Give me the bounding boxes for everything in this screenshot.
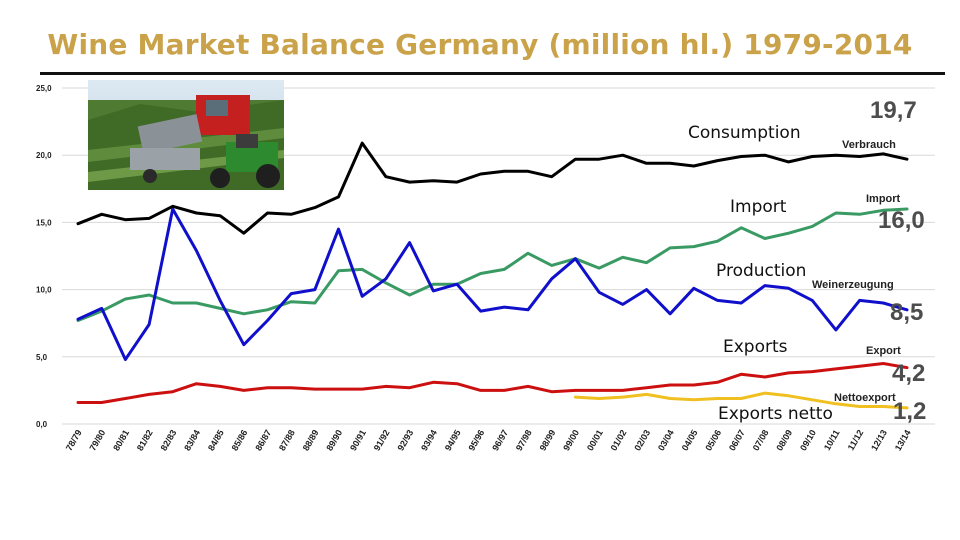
x-tick-label: 87/88 — [277, 428, 297, 453]
x-tick-label: 97/98 — [514, 428, 534, 453]
x-tick-label: 04/05 — [680, 428, 700, 453]
series-line-consumption — [76, 141, 909, 235]
x-tick-label: 03/04 — [656, 428, 676, 453]
series-name-exports-netto: Exports netto — [718, 404, 833, 424]
x-tick-label: 00/01 — [585, 428, 605, 453]
x-tick-label: 13/14 — [893, 428, 913, 453]
x-tick-label: 85/86 — [230, 428, 250, 453]
series-end-value-import: 16,0 — [878, 207, 925, 234]
x-tick-label: 99/00 — [561, 428, 581, 453]
title-rule — [40, 72, 945, 75]
x-tick-label: 90/91 — [348, 428, 368, 453]
x-tick-label: 94/95 — [443, 428, 463, 453]
series-end-value-exports: 4,2 — [892, 360, 925, 387]
x-tick-label: 81/82 — [135, 428, 155, 453]
y-tick-label: 20,0 — [36, 151, 52, 160]
series-name-exports: Exports — [723, 337, 788, 357]
x-tick-label: 02/03 — [632, 428, 652, 453]
x-tick-label: 12/13 — [869, 428, 889, 453]
series-name-de-import: Import — [866, 193, 901, 205]
x-tick-label: 86/87 — [253, 428, 273, 453]
y-tick-label: 15,0 — [36, 218, 52, 227]
vineyard-photo — [88, 80, 284, 190]
series-labels: Consumption Verbrauch 19,7 Import Import 16,0… — [688, 97, 926, 425]
series-line-exports-netto — [573, 391, 909, 410]
x-tick-label: 88/89 — [301, 428, 321, 453]
series-name-import: Import — [730, 197, 787, 217]
x-tick-label: 96/97 — [490, 428, 510, 453]
series-end-value-production: 8,5 — [890, 299, 923, 326]
chart-title: Wine Market Balance Germany (million hl.… — [47, 28, 913, 61]
x-tick-label: 79/80 — [87, 428, 107, 453]
series-end-value-exports-netto: 1,2 — [893, 398, 926, 425]
x-tick-label: 11/12 — [846, 428, 866, 452]
x-tick-label: 01/02 — [609, 428, 629, 453]
y-tick-label: 5,0 — [36, 353, 48, 362]
series-name-production: Production — [716, 261, 806, 281]
series-end-value-consumption: 19,7 — [870, 97, 917, 124]
x-tick-label: 93/94 — [419, 428, 439, 453]
series-name-de-consumption: Verbrauch — [842, 139, 896, 151]
x-tick-label: 06/07 — [727, 428, 747, 453]
y-tick-label: 10,0 — [36, 286, 52, 295]
y-tick-label: 25,0 — [36, 84, 52, 93]
x-tick-label: 09/10 — [798, 428, 818, 453]
x-tick-label: 83/84 — [182, 428, 202, 453]
series-name-de-exports: Export — [866, 345, 901, 357]
x-tick-label: 89/90 — [324, 428, 344, 453]
x-tick-label: 82/83 — [159, 428, 179, 453]
x-tick-label: 92/93 — [395, 428, 415, 453]
y-tick-label: 0,0 — [36, 420, 48, 429]
x-tick-label: 84/85 — [206, 428, 226, 453]
x-axis: 78/79 79/80 80/81 81/82 82/83 83/84 84/85 85/86… — [64, 428, 913, 453]
series-line-exports — [76, 362, 909, 404]
y-axis: 0,0 5,0 10,0 15,0 20,0 25,0 — [36, 84, 52, 429]
series-line-production — [76, 207, 909, 361]
series-layer — [76, 141, 909, 410]
x-tick-label: 98/99 — [538, 428, 558, 453]
series-name-consumption: Consumption — [688, 123, 801, 143]
x-tick-label: 95/96 — [466, 428, 486, 453]
x-tick-label: 10/11 — [822, 428, 842, 452]
series-name-de-production: Weinerzeugung — [812, 279, 894, 291]
x-tick-label: 80/81 — [111, 428, 131, 453]
x-tick-label: 05/06 — [703, 428, 723, 453]
x-tick-label: 08/09 — [774, 428, 794, 453]
series-name-de-exports-netto: Nettoexport — [834, 392, 896, 404]
x-tick-label: 78/79 — [64, 428, 84, 453]
x-tick-label: 07/08 — [751, 428, 771, 453]
x-tick-label: 91/92 — [372, 428, 392, 453]
series-line-import — [76, 207, 909, 322]
